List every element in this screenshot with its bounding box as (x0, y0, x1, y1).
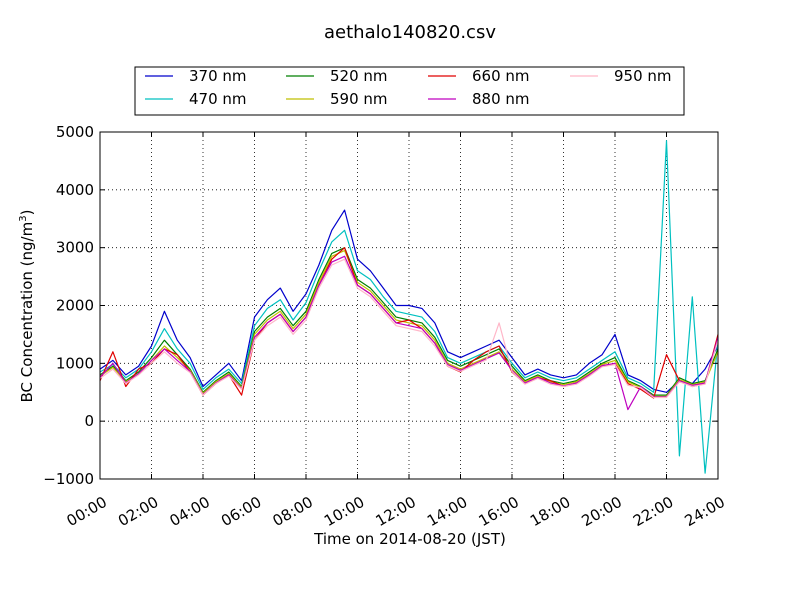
series-line-370-nm (99, 209, 719, 393)
y-tick-label: −1000 (43, 470, 94, 488)
legend-items: 370 nm 470 nm 520 nm 590 nm 660 nm 880 nm 950 … (145, 67, 672, 108)
series-layer (99, 140, 719, 474)
y-tick-label: 2000 (56, 297, 94, 315)
series-line-950-nm (99, 258, 719, 399)
legend-label: 590 nm (330, 90, 388, 108)
x-axis-label: Time on 2014-08-20 (JST) (313, 530, 506, 548)
y-tick-label: 4000 (56, 181, 94, 199)
legend-label: 370 nm (189, 67, 247, 85)
legend-box (134, 66, 685, 116)
y-tick-label: 5000 (56, 123, 94, 141)
y-axis-label-main: BC Concentration (ng/m (18, 222, 36, 403)
y-axis-label: BC Concentration (ng/m3) (18, 210, 36, 403)
y-tick-label: 1000 (56, 354, 94, 372)
series-line-470-nm (99, 140, 719, 474)
legend-label: 470 nm (189, 90, 247, 108)
legend-label: 660 nm (472, 67, 530, 85)
legend-label: 950 nm (614, 67, 672, 85)
y-tick-labels: −1000 0 1000 2000 3000 4000 5000 (43, 123, 94, 488)
y-tick-label: 0 (84, 412, 94, 430)
y-axis-label-end: ) (18, 210, 36, 216)
y-axis-label-superscript: 3 (18, 215, 29, 221)
y-tick-label: 3000 (56, 239, 94, 257)
chart-title: aethalo140820.csv (324, 22, 496, 43)
legend-label: 520 nm (330, 67, 388, 85)
legend: 370 nm 470 nm 520 nm 590 nm 660 nm 880 nm 950 … (134, 66, 685, 116)
axis-ticks (99, 131, 719, 480)
legend-label: 880 nm (472, 90, 530, 108)
